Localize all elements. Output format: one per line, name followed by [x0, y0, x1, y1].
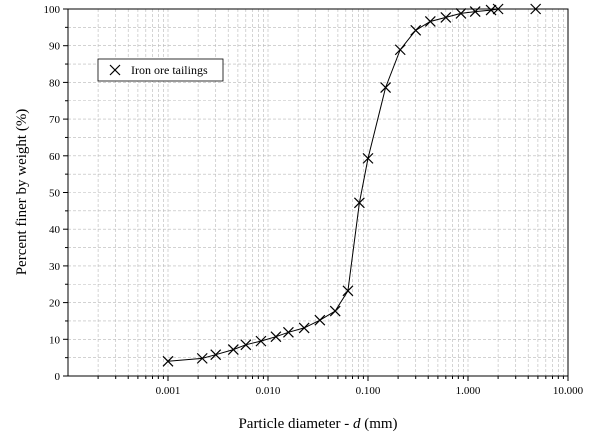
y-tick-label: 0	[55, 371, 61, 383]
x-tick-label: 10.000	[553, 385, 584, 397]
x-axis-title: Particle diameter - d (mm)	[238, 416, 397, 432]
data-point-marker	[440, 12, 452, 23]
data-point-marker	[210, 349, 222, 361]
x-tick-label: 1.000	[456, 385, 481, 397]
y-tick-label: 30	[49, 261, 61, 273]
data-point-marker	[362, 152, 374, 164]
data-point-marker	[227, 344, 239, 356]
data-point-marker	[270, 331, 282, 343]
data-point-marker	[424, 16, 436, 27]
data-point-marker	[380, 82, 392, 93]
x-tick-label: 0.010	[256, 385, 281, 397]
y-tick-label: 80	[49, 77, 61, 89]
data-point-marker	[469, 6, 481, 17]
y-tick-label: 50	[49, 188, 61, 200]
y-tick-label: 40	[49, 224, 61, 236]
data-point-marker	[196, 352, 208, 364]
legend: Iron ore tailings	[97, 58, 224, 82]
axis-ticks	[63, 8, 569, 381]
x-tick-label: 0.100	[356, 385, 381, 397]
data-point-marker	[394, 44, 406, 56]
data-point-marker	[298, 322, 310, 334]
legend-marker-x	[109, 64, 121, 76]
y-tick-label: 70	[49, 114, 61, 126]
y-tick-label: 90	[49, 41, 61, 53]
data-point-marker	[353, 197, 365, 209]
y-tick-label: 20	[49, 298, 61, 310]
legend-label: Iron ore tailings	[131, 63, 208, 77]
series-line	[167, 8, 536, 362]
data-point-marker	[314, 314, 326, 326]
data-point-marker	[240, 339, 252, 351]
y-tick-label: 100	[44, 4, 61, 16]
x-tick-label: 0.001	[156, 385, 181, 397]
data-point-marker	[342, 285, 354, 297]
legend-box	[97, 58, 224, 82]
y-axis-title: Percent finer by weight (%)	[14, 109, 30, 276]
data-point-marker	[329, 305, 341, 317]
tick-labels: 0.001 0.010 0.100 1.000 10.000 0 10 20 30 40 50 60 7…	[44, 4, 584, 397]
data-point-marker	[255, 335, 267, 347]
data-point-marker	[282, 326, 294, 338]
series-layer	[162, 3, 542, 367]
y-tick-label: 60	[49, 151, 61, 163]
data-point-marker	[410, 24, 422, 36]
data-point-marker	[162, 355, 174, 367]
y-tick-label: 10	[49, 334, 61, 346]
data-point-marker	[455, 7, 467, 19]
